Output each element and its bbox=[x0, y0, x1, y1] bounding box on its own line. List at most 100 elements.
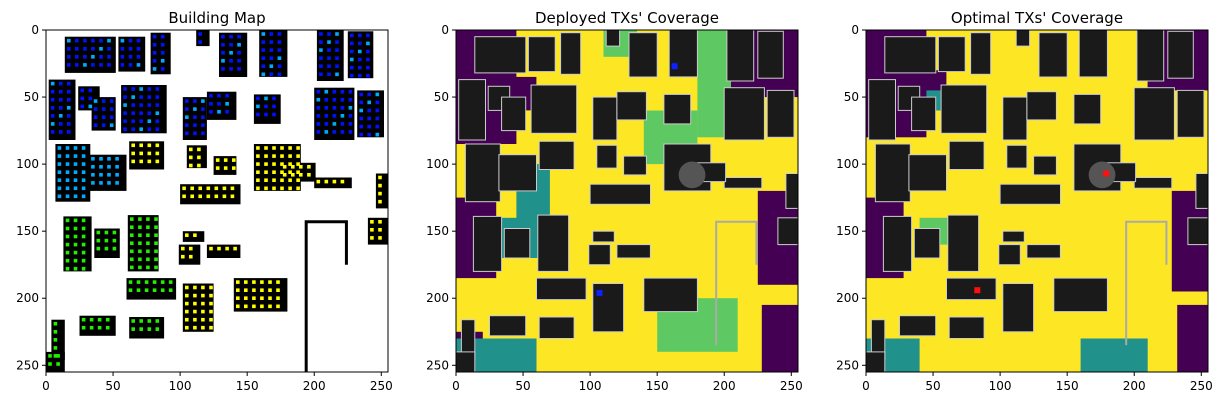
node-marker bbox=[366, 73, 370, 78]
node-marker bbox=[59, 97, 63, 102]
round-building bbox=[678, 161, 706, 189]
node-marker bbox=[104, 230, 109, 235]
node-marker bbox=[56, 362, 60, 366]
building-20 bbox=[596, 144, 618, 169]
node-marker bbox=[115, 173, 119, 177]
node-marker bbox=[340, 97, 345, 102]
node-marker bbox=[332, 97, 337, 102]
node-marker bbox=[50, 89, 55, 94]
node-marker bbox=[277, 72, 282, 77]
node-marker bbox=[154, 249, 158, 254]
node-marker bbox=[222, 186, 227, 191]
node-marker bbox=[73, 242, 78, 247]
node-marker bbox=[335, 64, 339, 68]
coverage-zone bbox=[1177, 304, 1208, 372]
building-36 bbox=[489, 315, 527, 337]
node-marker bbox=[107, 157, 111, 161]
node-marker bbox=[319, 32, 323, 36]
node-marker bbox=[147, 127, 152, 131]
panel-title: Optimal TXs' Coverage bbox=[951, 9, 1123, 27]
y-tick-label: 0 bbox=[851, 23, 859, 37]
node-marker bbox=[189, 155, 193, 160]
node-marker bbox=[260, 304, 264, 309]
node-marker bbox=[288, 162, 292, 166]
node-marker bbox=[370, 228, 374, 232]
node-marker bbox=[261, 40, 266, 44]
node-marker bbox=[327, 40, 331, 44]
node-marker bbox=[81, 258, 86, 263]
building-37 bbox=[51, 319, 65, 360]
node-marker bbox=[378, 199, 382, 204]
node-marker bbox=[190, 186, 194, 191]
node-marker bbox=[215, 158, 220, 162]
node-marker bbox=[67, 114, 71, 118]
node-marker bbox=[223, 158, 228, 162]
node-marker bbox=[155, 151, 160, 156]
node-marker bbox=[189, 246, 193, 251]
y-tick-label: 100 bbox=[426, 157, 449, 171]
node-marker bbox=[193, 131, 197, 136]
node-marker bbox=[280, 186, 284, 191]
building-15 bbox=[1133, 87, 1175, 141]
coverage-zone bbox=[761, 304, 798, 372]
node-marker bbox=[185, 115, 189, 119]
node-marker bbox=[332, 89, 337, 94]
node-marker bbox=[230, 194, 235, 199]
node-marker bbox=[350, 41, 354, 46]
building-0 bbox=[64, 36, 116, 73]
node-marker bbox=[154, 241, 158, 245]
node-marker bbox=[319, 64, 323, 68]
node-marker bbox=[185, 131, 189, 136]
building-3 bbox=[1015, 30, 1031, 47]
node-marker bbox=[139, 119, 143, 123]
x-tick-label: 0 bbox=[862, 379, 870, 393]
node-marker bbox=[136, 288, 141, 292]
node-marker bbox=[375, 132, 380, 137]
node-marker bbox=[152, 280, 157, 284]
node-marker bbox=[189, 163, 193, 168]
node-marker bbox=[88, 88, 93, 93]
node-marker bbox=[81, 226, 86, 231]
node-marker bbox=[112, 246, 117, 251]
node-marker bbox=[366, 49, 370, 54]
node-marker bbox=[120, 55, 125, 59]
node-marker bbox=[112, 238, 117, 243]
node-marker bbox=[139, 87, 143, 91]
y-tick-label: 50 bbox=[434, 90, 449, 104]
node-marker bbox=[237, 43, 241, 47]
node-marker bbox=[197, 155, 201, 160]
node-marker bbox=[190, 194, 194, 199]
node-marker bbox=[53, 338, 58, 342]
node-marker bbox=[65, 186, 70, 191]
node-marker bbox=[107, 181, 111, 185]
node-marker bbox=[276, 304, 280, 309]
node-marker bbox=[138, 257, 142, 262]
building-27 bbox=[537, 214, 570, 272]
node-marker bbox=[50, 81, 55, 86]
node-marker bbox=[97, 317, 102, 322]
node-marker bbox=[130, 225, 134, 229]
building-0 bbox=[884, 36, 937, 74]
node-marker bbox=[256, 96, 260, 101]
node-marker bbox=[201, 309, 205, 314]
node-marker bbox=[225, 110, 229, 114]
node-marker bbox=[378, 183, 382, 188]
node-marker bbox=[348, 97, 353, 102]
node-marker bbox=[99, 63, 103, 67]
node-marker bbox=[91, 173, 95, 177]
node-marker bbox=[201, 317, 205, 322]
node-marker bbox=[340, 106, 345, 110]
node-marker bbox=[277, 64, 282, 68]
node-marker bbox=[367, 108, 371, 113]
building-30 bbox=[616, 244, 651, 259]
node-marker bbox=[358, 49, 362, 54]
node-marker bbox=[152, 51, 157, 55]
building-33 bbox=[1002, 283, 1035, 333]
y-tick-label: 200 bbox=[16, 291, 39, 305]
building-17 bbox=[464, 143, 501, 203]
node-marker bbox=[277, 56, 282, 60]
node-marker bbox=[131, 111, 135, 115]
node-marker bbox=[319, 40, 323, 44]
building-2 bbox=[560, 32, 582, 75]
node-marker bbox=[146, 249, 150, 254]
